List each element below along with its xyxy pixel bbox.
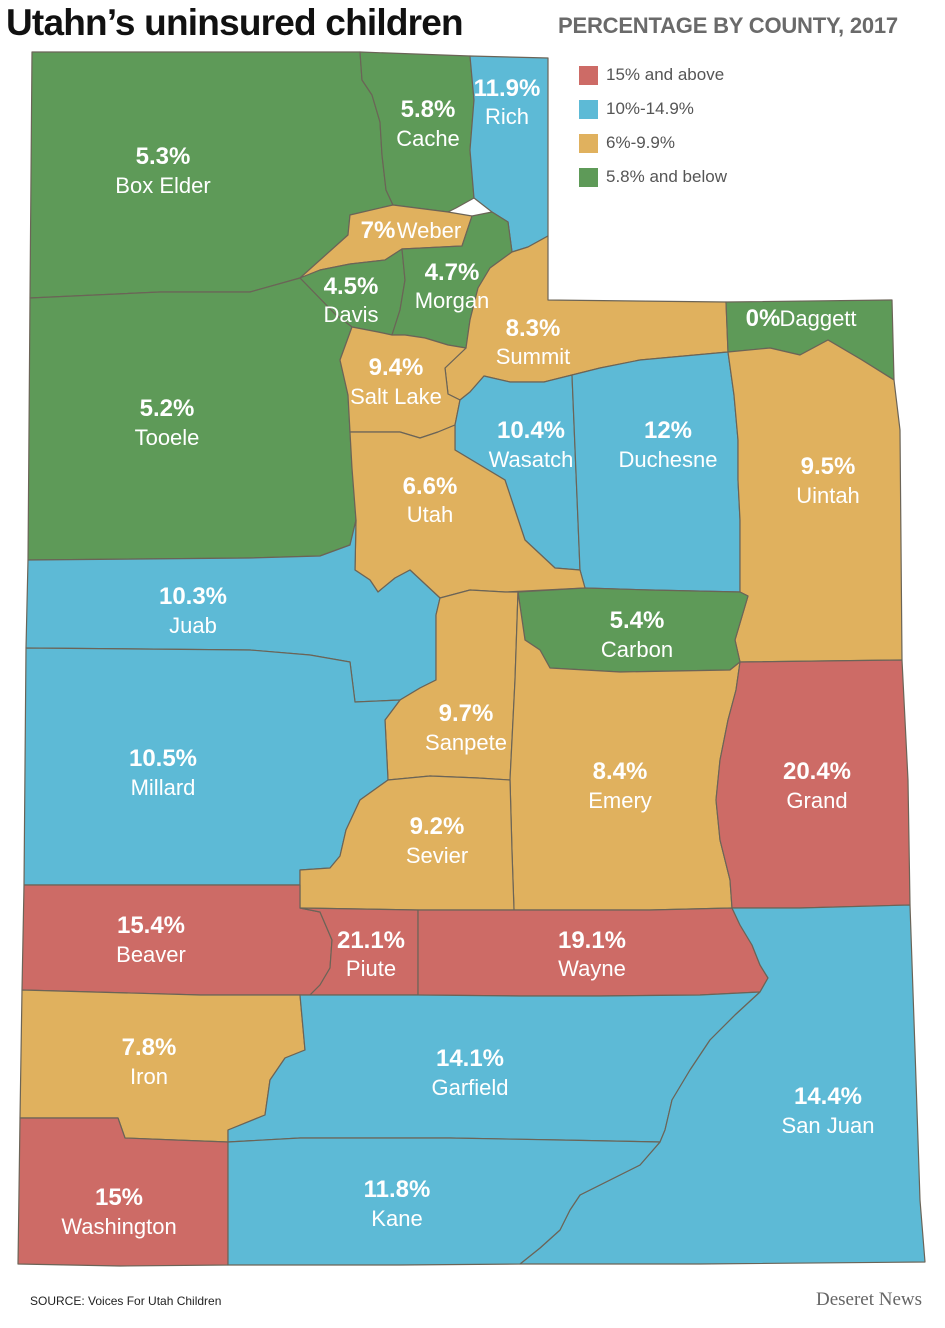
county-name-carbon: Carbon bbox=[601, 637, 673, 662]
county-pct-emery: 8.4% bbox=[593, 758, 648, 785]
legend-swatch bbox=[579, 99, 598, 119]
map-title: Utahn’s uninsured children bbox=[6, 2, 464, 43]
legend-item-blue: 10%-14.9% bbox=[579, 92, 727, 126]
county-pct-garfield: 14.1% bbox=[436, 1045, 504, 1072]
county-pct-millard: 10.5% bbox=[129, 745, 197, 772]
county-name-kane: Kane bbox=[371, 1206, 422, 1231]
county-pct-washington: 15% bbox=[95, 1184, 143, 1211]
county-name-san-juan: San Juan bbox=[782, 1113, 875, 1138]
county-pct-rich: 11.9% bbox=[474, 75, 541, 102]
county-name-piute: Piute bbox=[346, 956, 396, 981]
county-name-washington: Washington bbox=[61, 1214, 176, 1239]
county-name-tooele: Tooele bbox=[135, 425, 200, 450]
county-pct-sanpete: 9.7% bbox=[439, 700, 494, 727]
county-pct-sevier: 9.2% bbox=[410, 813, 465, 840]
county-name-rich: Rich bbox=[485, 104, 529, 129]
county-pct-cache: 5.8% bbox=[401, 96, 456, 123]
publisher-logo: Deseret News bbox=[816, 1289, 923, 1310]
county-name-weber: Weber bbox=[397, 218, 461, 243]
legend-swatch bbox=[579, 167, 598, 187]
county-name-daggett: Daggett bbox=[779, 306, 856, 331]
county-pct-daggett: 0% bbox=[746, 305, 781, 332]
legend-item-green: 5.8% and below bbox=[579, 160, 727, 194]
county-shape-duchesne[interactable] bbox=[571, 351, 741, 593]
legend: 15% and above 10%-14.9% 6%-9.9% 5.8% and… bbox=[579, 58, 727, 194]
county-pct-grand: 20.4% bbox=[783, 758, 851, 785]
county-name-summit: Summit bbox=[496, 344, 571, 369]
county-name-duchesne: Duchesne bbox=[618, 447, 717, 472]
county-name-iron: Iron bbox=[130, 1064, 168, 1089]
county-shape-grand[interactable] bbox=[715, 659, 911, 909]
county-name-box-elder: Box Elder bbox=[115, 173, 210, 198]
county-pct-morgan: 4.7% bbox=[425, 259, 480, 286]
county-pct-carbon: 5.4% bbox=[610, 607, 665, 634]
source-note: SOURCE: Voices For Utah Children bbox=[30, 1294, 222, 1308]
county-pct-iron: 7.8% bbox=[122, 1034, 177, 1061]
county-name-grand: Grand bbox=[786, 788, 847, 813]
county-shape-kane[interactable] bbox=[227, 1137, 661, 1266]
county-pct-duchesne: 12% bbox=[644, 417, 692, 444]
county-pct-wayne: 19.1% bbox=[558, 927, 626, 954]
county-pct-summit: 8.3% bbox=[506, 315, 561, 342]
county-pct-utah: 6.6% bbox=[403, 473, 458, 500]
county-pct-kane: 11.8% bbox=[364, 1176, 431, 1203]
county-name-garfield: Garfield bbox=[431, 1075, 508, 1100]
county-name-uintah: Uintah bbox=[796, 483, 860, 508]
legend-label: 5.8% and below bbox=[606, 167, 727, 186]
county-pct-salt-lake: 9.4% bbox=[369, 354, 424, 381]
county-pct-piute: 21.1% bbox=[337, 927, 405, 954]
county-pct-tooele: 5.2% bbox=[140, 395, 195, 422]
legend-label: 6%-9.9% bbox=[606, 133, 675, 152]
legend-label: 10%-14.9% bbox=[606, 99, 694, 118]
county-pct-san-juan: 14.4% bbox=[794, 1083, 862, 1110]
county-pct-wasatch: 10.4% bbox=[497, 417, 565, 444]
county-name-wayne: Wayne bbox=[558, 956, 626, 981]
county-name-salt-lake: Salt Lake bbox=[350, 384, 442, 409]
county-shape-beaver[interactable] bbox=[21, 884, 333, 996]
county-pct-davis: 4.5% bbox=[324, 273, 379, 300]
legend-swatch bbox=[579, 133, 598, 153]
county-name-sevier: Sevier bbox=[406, 843, 468, 868]
legend-swatch bbox=[579, 65, 598, 85]
county-name-cache: Cache bbox=[396, 126, 460, 151]
county-name-emery: Emery bbox=[588, 788, 652, 813]
county-name-wasatch: Wasatch bbox=[489, 447, 574, 472]
county-name-beaver: Beaver bbox=[116, 942, 186, 967]
county-pct-box-elder: 5.3% bbox=[136, 143, 191, 170]
county-name-utah: Utah bbox=[407, 502, 453, 527]
county-name-davis: Davis bbox=[323, 302, 378, 327]
county-name-morgan: Morgan bbox=[415, 288, 490, 313]
county-pct-juab: 10.3% bbox=[159, 583, 227, 610]
legend-item-gold: 6%-9.9% bbox=[579, 126, 727, 160]
map-subtitle: PERCENTAGE BY COUNTY, 2017 bbox=[558, 13, 898, 38]
county-name-juab: Juab bbox=[169, 613, 217, 638]
county-name-millard: Millard bbox=[131, 775, 196, 800]
county-pct-weber: 7% bbox=[361, 217, 396, 244]
county-pct-uintah: 9.5% bbox=[801, 453, 856, 480]
legend-item-red: 15% and above bbox=[579, 58, 727, 92]
county-name-sanpete: Sanpete bbox=[425, 730, 507, 755]
legend-label: 15% and above bbox=[606, 65, 725, 84]
county-pct-beaver: 15.4% bbox=[117, 912, 185, 939]
